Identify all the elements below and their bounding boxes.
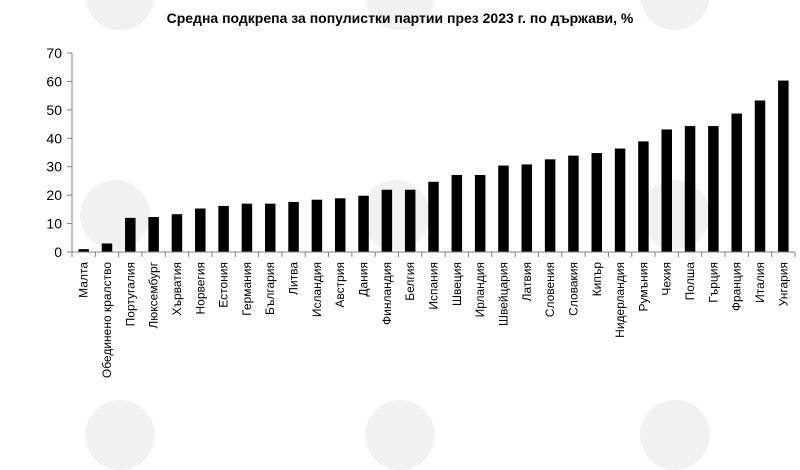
x-tick-label: Дания	[357, 262, 371, 297]
x-tick-label: Полша	[683, 262, 697, 301]
bars	[78, 80, 789, 253]
x-tick-label: Швеция	[450, 262, 464, 306]
x-tick-label: Германия	[240, 262, 254, 316]
x-tick-label: Финландия	[380, 262, 394, 325]
y-tick-label: 30	[46, 159, 62, 175]
x-tick-label: Латвия	[520, 262, 534, 301]
bar	[474, 174, 486, 252]
bar	[614, 148, 626, 252]
bar	[754, 100, 766, 253]
y-tick-label: 40	[46, 130, 62, 146]
x-tick-label: Исландия	[310, 262, 324, 317]
watermark-logo	[80, 180, 150, 250]
bar	[428, 181, 439, 252]
bar	[195, 208, 206, 252]
x-tick-label: Италия	[753, 262, 767, 303]
bar	[218, 205, 229, 252]
bar	[638, 141, 649, 252]
bar	[568, 155, 579, 252]
bar	[591, 153, 603, 252]
chart-title: Средна подкрепа за популистки партии пре…	[166, 10, 634, 26]
x-tick-label: България	[263, 262, 277, 315]
x-tick-label: Гърция	[706, 262, 720, 303]
bar	[498, 165, 509, 252]
bar	[171, 214, 183, 252]
x-tick-label: Чехия	[660, 262, 674, 296]
x-tick-label: Белгия	[403, 262, 417, 301]
x-tick-label: Румъния	[636, 262, 650, 311]
bar	[101, 243, 113, 252]
bar	[661, 129, 672, 252]
bar	[334, 198, 346, 252]
y-tick-label: 20	[46, 187, 62, 203]
y-tick-label: 60	[46, 73, 62, 89]
bar	[125, 217, 136, 252]
bar	[708, 126, 719, 252]
bar	[684, 126, 696, 252]
bar	[544, 159, 556, 252]
bar	[78, 249, 89, 252]
x-tick-label: Ирландия	[473, 262, 487, 317]
x-tick-label: Нидерландия	[613, 262, 627, 338]
x-tick-label: Норвегия	[193, 262, 207, 315]
bar	[288, 201, 299, 252]
bar-chart: 0 10 20 30 40 50 60 70 Малта Обединено кралство П…	[46, 45, 796, 378]
watermark-logo	[360, 180, 430, 250]
x-tick-label: Австрия	[333, 262, 347, 308]
bar	[148, 217, 159, 252]
y-tick-label: 0	[54, 244, 62, 260]
x-tick-label: Обединено кралство	[100, 262, 114, 378]
x-tick-label: Естония	[217, 262, 231, 308]
x-tick-label: Литва	[287, 262, 301, 295]
x-tick-label: Словения	[543, 262, 557, 317]
x-tick-label: Кипър	[590, 262, 604, 297]
bar	[311, 199, 323, 252]
x-tick-label: Люксембург	[147, 261, 161, 328]
y-axis: 0 10 20 30 40 50 60 70	[46, 45, 73, 260]
x-tick-label: Унгария	[776, 262, 790, 306]
x-tick-label: Хърватия	[170, 262, 184, 316]
y-tick-label: 10	[46, 216, 62, 232]
x-tick-label: Португалия	[123, 262, 137, 326]
x-tick-label: Швейцария	[496, 262, 510, 326]
x-tick-label: Испания	[427, 262, 441, 310]
bar	[264, 203, 276, 252]
bar	[521, 164, 533, 252]
x-tick-label: Франция	[730, 262, 744, 311]
bar	[731, 113, 742, 252]
bar	[404, 189, 416, 252]
x-axis: Малта Обединено кралство Португалия Люксемб…	[71, 251, 796, 378]
bar	[778, 80, 789, 252]
bar	[381, 189, 393, 252]
bar	[451, 174, 463, 252]
y-tick-label: 70	[46, 45, 62, 61]
bar	[241, 203, 253, 252]
y-tick-label: 50	[46, 102, 62, 118]
x-tick-label: Словакия	[566, 262, 580, 316]
bar	[358, 195, 369, 252]
x-tick-label: Малта	[77, 262, 91, 298]
watermark-logo	[640, 180, 710, 250]
